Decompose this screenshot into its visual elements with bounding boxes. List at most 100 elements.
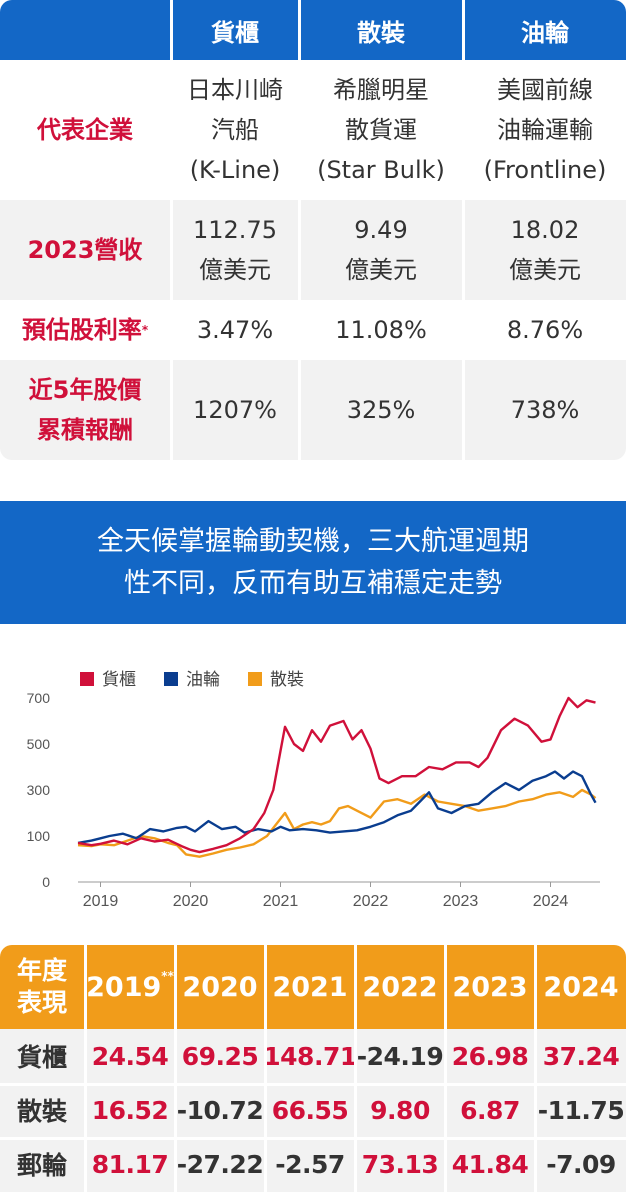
- x-tick-label: 2020: [173, 893, 209, 910]
- legend-swatch: [80, 672, 94, 686]
- header-bulk: 散裝: [300, 0, 462, 60]
- table-cell: 26.98: [451, 1041, 529, 1071]
- cell-line: (Frontline): [483, 156, 607, 184]
- row-label-text: 預估股利率: [21, 316, 142, 344]
- y-tick-label: 100: [27, 828, 51, 844]
- header-tanker: 油輪: [464, 0, 626, 60]
- year-header-2022: 2022: [356, 945, 444, 1029]
- table-cell: 41.84: [451, 1149, 529, 1179]
- table-cell: 24.54: [91, 1041, 169, 1071]
- table-cell: 16.52: [91, 1095, 169, 1125]
- y-tick-label: 500: [27, 736, 51, 752]
- table-cell: 73.13: [361, 1149, 439, 1179]
- row-label-company: 代表企業: [37, 116, 133, 144]
- series-line-tanker: [77, 770, 597, 845]
- cell-return-container: 1207%: [193, 396, 277, 424]
- divider: [0, 1137, 626, 1140]
- year-header-2020: 2020: [176, 945, 264, 1029]
- table-cell: 6.87: [460, 1095, 520, 1125]
- y-tick-label: 0: [42, 874, 50, 890]
- divider: [84, 945, 87, 1192]
- divider: [0, 1083, 626, 1086]
- table-cell: 69.25: [181, 1041, 259, 1071]
- table-cell: 81.17: [91, 1149, 169, 1179]
- cell-dividend-tanker: 8.76%: [506, 316, 584, 344]
- y-tick-label: 700: [27, 690, 51, 706]
- divider: [462, 0, 465, 460]
- cell-line: 汽船: [211, 116, 259, 144]
- row-label-line: 近5年股價: [28, 376, 142, 404]
- divider: [444, 945, 447, 1192]
- x-tick-label: 2023: [443, 893, 479, 910]
- cell-company-tanker: 美國前線 油輪運輸 (Frontline): [464, 60, 626, 200]
- series-line-container: [77, 696, 596, 854]
- stock-chart: 700 500 300 100 0 2019 2020 2021 2022 2023 2024 貨櫃 油…: [0, 650, 626, 920]
- corner-header: 年度 表現: [0, 945, 84, 1029]
- cell-line: 億美元: [199, 256, 271, 284]
- corner-line: 年度: [16, 956, 67, 985]
- table-cell: -11.75: [537, 1095, 625, 1125]
- comparison-table: 貨櫃 散裝 油輪 代表企業 日本川崎 汽船 (K-Line) 希臘明星 散貨運 …: [0, 0, 626, 460]
- cell-line: 日本川崎: [187, 76, 283, 104]
- cell-company-bulk: 希臘明星 散貨運 (Star Bulk): [300, 60, 462, 200]
- row-band: [0, 60, 626, 200]
- headline-line-2: 性不同，反而有助互補穩定走勢: [124, 567, 502, 599]
- cell-dividend-container: 3.47%: [196, 316, 274, 344]
- cell-line: 112.75: [193, 216, 277, 244]
- cell-line: 9.49: [354, 216, 408, 244]
- cell-company-container: 日本川崎 汽船 (K-Line): [172, 60, 298, 200]
- cell-return-bulk: 325%: [346, 396, 416, 424]
- row-label: 郵輪: [16, 1151, 67, 1180]
- cell-line: 億美元: [345, 256, 417, 284]
- header-container: 貨櫃: [172, 0, 298, 60]
- legend-swatch: [248, 672, 262, 686]
- divider: [298, 0, 301, 460]
- legend-label: 貨櫃: [102, 670, 136, 690]
- cell-line: 美國前線: [497, 76, 593, 104]
- table-cell: 66.55: [271, 1095, 349, 1125]
- cell-line: 億美元: [509, 256, 581, 284]
- year-header-2019: 2019 **: [86, 945, 174, 1029]
- year-header-2024: 2024: [536, 945, 626, 1029]
- cell-line: (K-Line): [189, 156, 281, 184]
- divider: [174, 945, 177, 1192]
- cell-revenue-tanker: 18.02 億美元: [464, 200, 626, 300]
- header-corner: [0, 0, 170, 60]
- divider: [534, 945, 537, 1192]
- row-label-revenue: 2023營收: [27, 236, 143, 264]
- legend-label: 散裝: [270, 670, 304, 690]
- x-tick-label: 2021: [263, 893, 299, 910]
- series-line-bulk: [77, 788, 597, 858]
- corner-line: 表現: [16, 988, 67, 1017]
- x-tick-label: 2024: [533, 893, 569, 910]
- table-cell: 148.71: [263, 1041, 357, 1071]
- cell-revenue-container: 112.75 億美元: [172, 200, 298, 300]
- cell-line: 18.02: [510, 216, 580, 244]
- table-cell: 9.80: [370, 1095, 430, 1125]
- row-label: 貨櫃: [16, 1043, 67, 1072]
- chart-svg: 700 500 300 100 0 2019 2020 2021 2022 2023 2024 貨櫃 油…: [27, 670, 600, 910]
- cell-revenue-bulk: 9.49 億美元: [300, 200, 462, 300]
- annual-performance-table: 年度 表現 2019 ** 2020 2021 2022 2023 2024 貨櫃…: [0, 945, 626, 1192]
- x-tick-label: 2022: [353, 893, 389, 910]
- row-label-dividend: 預估股利率 *: [0, 300, 170, 360]
- divider: [264, 945, 267, 1192]
- headline-banner: 全天候掌握輪動契機，三大航運週期 性不同，反而有助互補穩定走勢: [0, 501, 626, 624]
- table-cell: 37.24: [542, 1041, 620, 1071]
- legend-swatch: [164, 672, 178, 686]
- divider: [170, 0, 173, 460]
- cell-line: 油輪運輸: [497, 116, 593, 144]
- cell-line: 散貨運: [345, 116, 417, 144]
- table-cell: -2.57: [275, 1149, 345, 1179]
- year-text: 2019: [86, 971, 162, 1003]
- cell-line: 希臘明星: [333, 76, 429, 104]
- divider: [354, 945, 357, 1192]
- row-band: [0, 300, 626, 360]
- y-tick-label: 300: [27, 782, 51, 798]
- x-tick-label: 2019: [83, 893, 119, 910]
- legend-label: 油輪: [186, 670, 220, 690]
- table-cell: -10.72: [176, 1095, 264, 1125]
- year-header-2023: 2023: [446, 945, 534, 1029]
- table-cell: -24.19: [356, 1041, 444, 1071]
- footnote-mark: **: [161, 969, 174, 983]
